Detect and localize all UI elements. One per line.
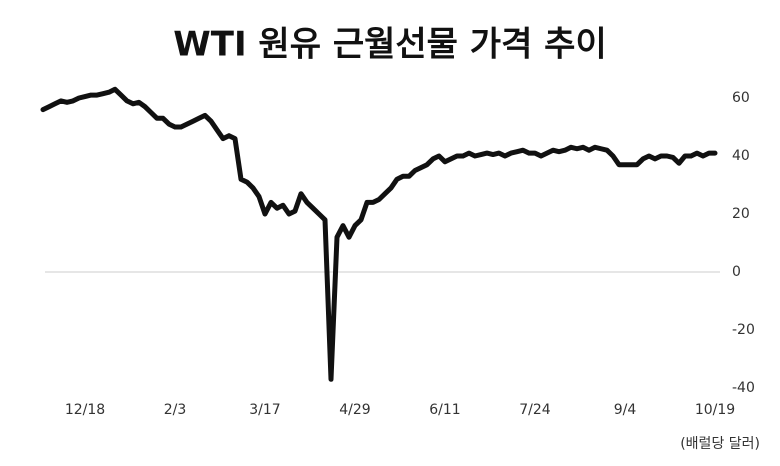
price-line: [40, 86, 718, 382]
y-tick-label: 60: [732, 90, 750, 106]
y-tick-label: -20: [732, 322, 755, 338]
y-tick-label: 40: [732, 148, 750, 164]
x-tick-label: 4/29: [339, 402, 370, 418]
x-tick-label: 9/4: [614, 402, 637, 418]
unit-note: (배럴당 달러): [680, 436, 760, 452]
x-tick-label: 6/11: [429, 402, 460, 418]
x-tick-label: 3/17: [249, 402, 280, 418]
y-tick-label: -40: [732, 380, 755, 396]
x-tick-label: 2/3: [164, 402, 187, 418]
y-tick-label: 0: [732, 264, 741, 280]
chart-title: WTI 원유 근월선물 가격 추이: [173, 25, 607, 65]
x-tick-label: 7/24: [519, 402, 551, 418]
x-tick-label: 12/18: [65, 402, 105, 418]
y-tick-label: 20: [732, 206, 750, 222]
x-tick-label: 10/19: [695, 402, 735, 418]
